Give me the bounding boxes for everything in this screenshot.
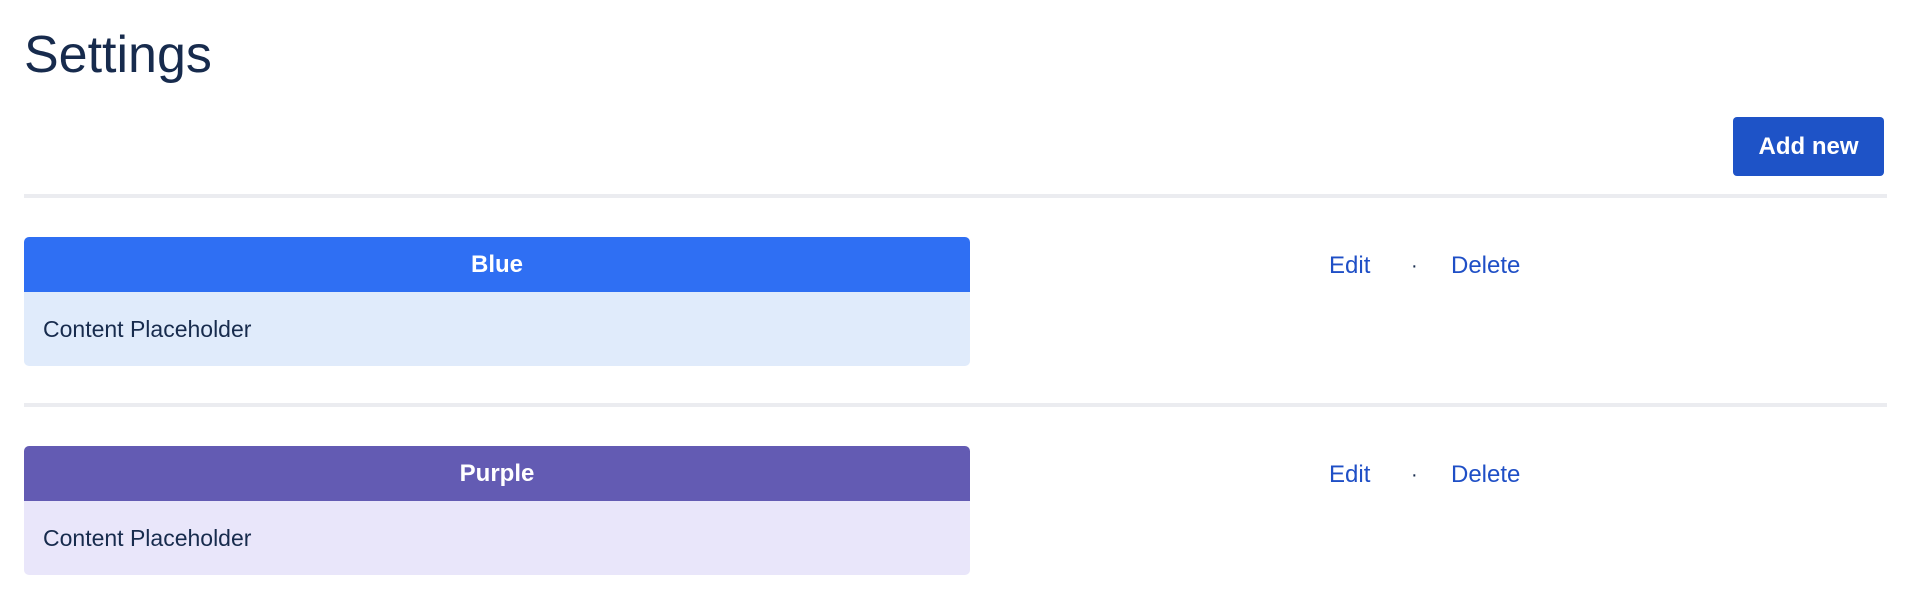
card-content: Content Placeholder (24, 501, 970, 575)
add-new-button[interactable]: Add new (1733, 117, 1884, 176)
separator: · (1411, 255, 1418, 277)
delete-link[interactable]: Delete (1451, 461, 1521, 488)
divider (24, 403, 1887, 407)
divider (24, 194, 1887, 198)
page-title: Settings (24, 26, 212, 84)
item-card-purple: Purple Content Placeholder (24, 446, 970, 575)
delete-link[interactable]: Delete (1451, 252, 1521, 279)
card-content: Content Placeholder (24, 292, 970, 366)
separator: · (1411, 464, 1418, 486)
card-header: Blue (24, 237, 970, 292)
edit-link[interactable]: Edit (1329, 252, 1371, 279)
item-card-blue: Blue Content Placeholder (24, 237, 970, 366)
card-header: Purple (24, 446, 970, 501)
edit-link[interactable]: Edit (1329, 461, 1371, 488)
